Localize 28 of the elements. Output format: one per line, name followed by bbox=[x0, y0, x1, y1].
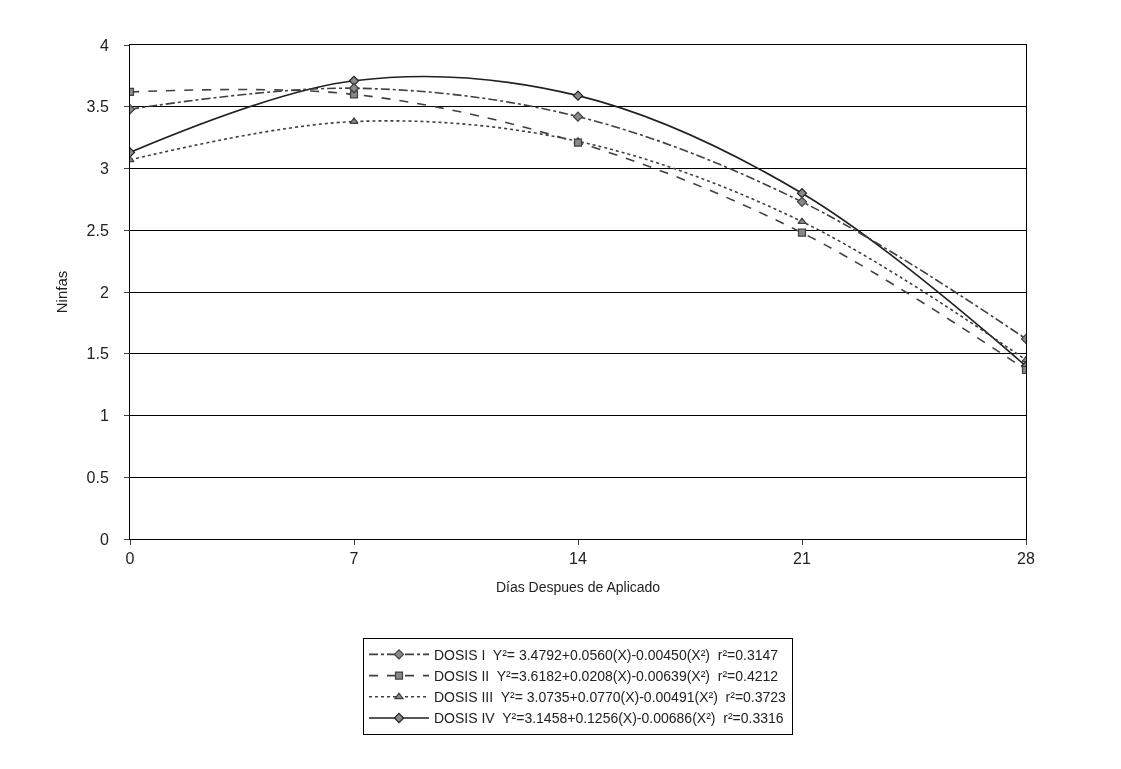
point bbox=[796, 188, 808, 199]
point bbox=[572, 90, 584, 101]
point bbox=[797, 217, 807, 224]
y-tick-label: 1 bbox=[99, 407, 109, 425]
y-tick-label: 2.5 bbox=[86, 221, 109, 239]
y-axis-title: Ninfas bbox=[52, 270, 70, 314]
legend-label: DOSIS I Y²= 3.4792+0.0560(X)-0.00450(X²) r²=0.3147 bbox=[434, 646, 779, 663]
y-tick-label: 0 bbox=[99, 530, 109, 548]
point bbox=[348, 83, 360, 94]
legend-label: DOSIS II Y²=3.6182+0.0208(X)-0.00639(X²) r²=0.4212 bbox=[434, 668, 779, 685]
y-tick-label: 3.5 bbox=[86, 98, 109, 116]
point bbox=[572, 111, 584, 122]
y-tick-label: 0.5 bbox=[86, 468, 109, 486]
x-tick-label: 28 bbox=[1017, 550, 1035, 568]
x-tick-label: 7 bbox=[349, 550, 359, 568]
x-tick-label: 14 bbox=[569, 550, 587, 568]
x-tick-label: 0 bbox=[125, 550, 135, 568]
y-tick-label: 3 bbox=[99, 160, 109, 178]
legend-label: DOSIS IV Y²=3.1458+0.1256(X)-0.00686(X²) r²=0.3316 bbox=[434, 710, 784, 727]
point bbox=[796, 196, 808, 207]
point bbox=[797, 228, 807, 237]
legend-label: DOSIS III Y²= 3.0735+0.0770(X)-0.00491(X²) r²=0.3723 bbox=[434, 689, 787, 706]
y-tick-label: 1.5 bbox=[86, 345, 109, 363]
x-tick-label: 21 bbox=[793, 550, 811, 568]
point bbox=[349, 117, 359, 124]
y-tick-label: 4 bbox=[99, 36, 109, 54]
x-axis-title: Días Despues de Aplicado bbox=[495, 578, 661, 595]
y-tick-label: 2 bbox=[99, 283, 109, 301]
